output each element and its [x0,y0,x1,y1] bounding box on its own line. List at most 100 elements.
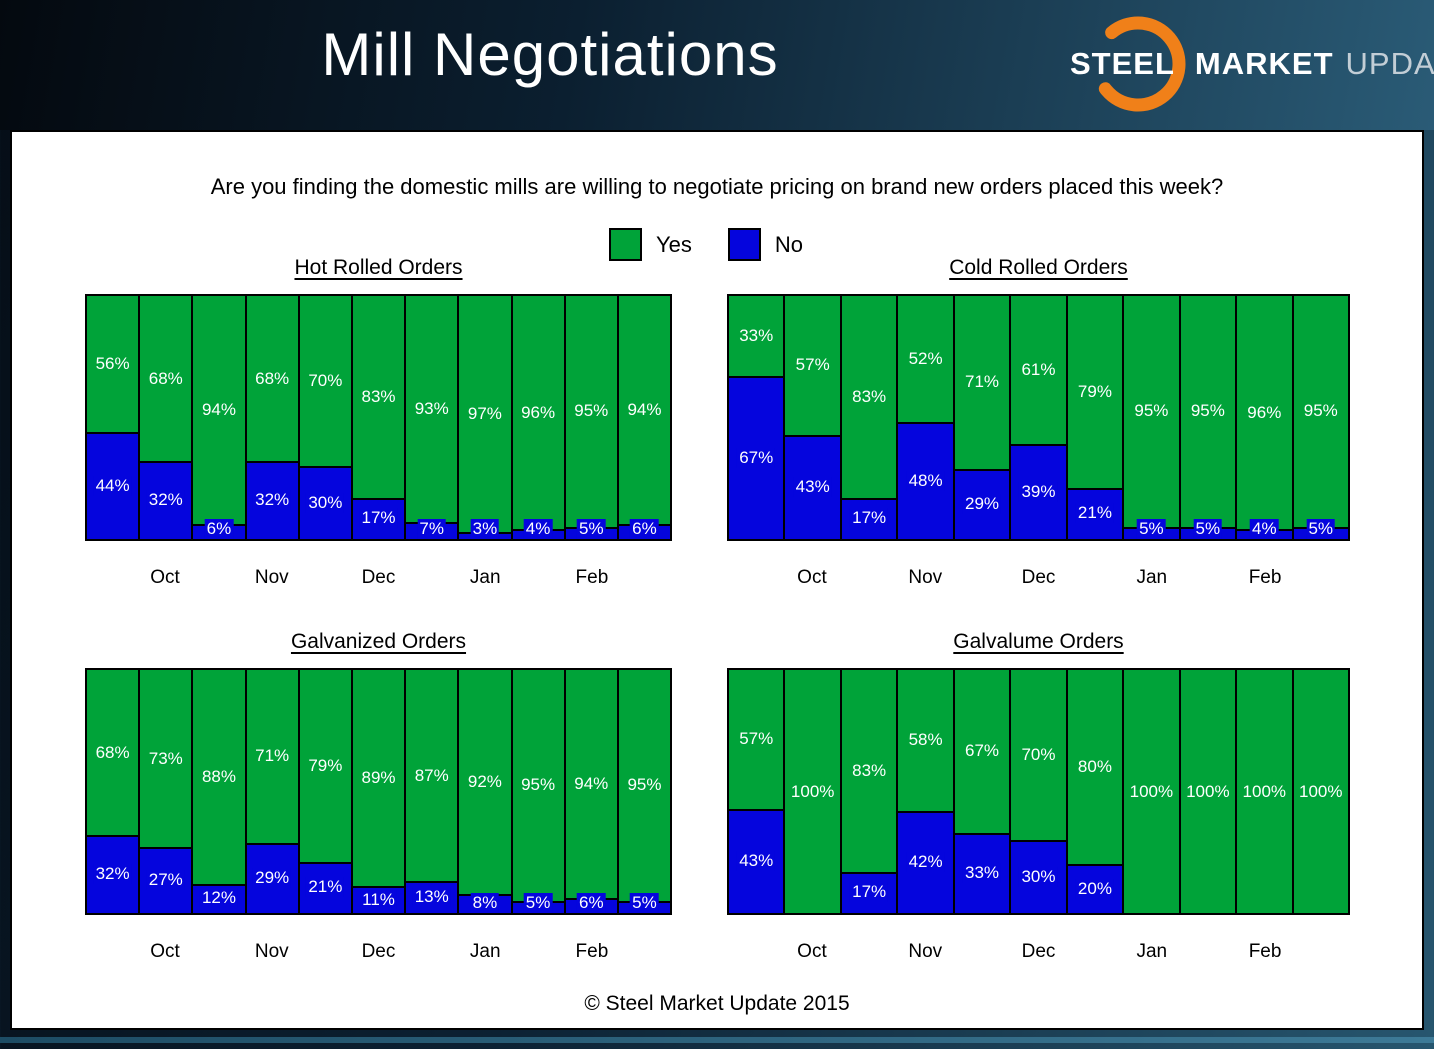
months-row: Oct Nov Dec Jan Feb [727,941,1350,965]
no-value-label: 7% [417,519,447,540]
yes-value-label: 68% [148,368,183,388]
yes-value-label: 95% [574,401,609,421]
stacked-bar: 68% 32% [87,670,139,913]
no-value-label: 67% [737,447,776,468]
yes-segment [299,670,351,862]
yes-segment [299,296,351,467]
legend-no-label: No [774,231,803,257]
yes-value-label: 71% [965,372,1000,392]
yes-segment [1293,296,1348,527]
chart-galvalume: Galvalume Orders 57% 43% 100% 83% 17% 58% 42% 6… [727,630,1350,965]
no-value-label: 21% [1075,503,1114,524]
months-row: Oct Nov Dec Jan Feb [85,941,672,965]
stacked-bar: 92% 8% [457,670,511,914]
no-value-label: 5% [576,519,606,540]
month-label [512,567,565,591]
no-value-label: 5% [630,893,659,914]
month-label: Nov [254,941,289,962]
plot: 56% 44% 68% 32% 94% 6% 68% 32% 70% 30% 83% 17% 93% 7%… [85,294,672,541]
month-label [619,567,672,591]
plot: 68% 32% 73% 27% 88% 12% 71% 29% 79% 21% 89% 11% 87% 1… [85,668,672,915]
yes-value-label: 56% [95,354,130,374]
month-label [405,941,458,965]
no-value-label: 29% [253,867,292,888]
yes-segment [1124,670,1179,913]
month-label: Dec [1021,567,1056,588]
month-label: Oct [797,941,827,962]
month-label: Jan [469,941,501,962]
stacked-bar: 68% 32% [244,296,298,539]
no-value-label: 48% [906,470,945,491]
stacked-bar: 96% 4% [510,296,564,540]
chart-title: Cold Rolled Orders [949,256,1128,279]
yes-value-label: 79% [1077,381,1112,401]
yes-segment [1124,296,1179,527]
legend: Yes No [12,228,1422,261]
yes-segment [1067,670,1123,865]
yes-segment [193,670,245,884]
month-label [840,567,897,591]
survey-question: Are you finding the domestic mills are w… [210,174,1224,199]
yes-segment [87,296,139,433]
stacked-bar: 57% 43% [783,296,840,539]
stacked-bar: 88% 12% [191,670,245,913]
yes-value-label: 94% [627,400,662,420]
plot: 33% 67% 57% 43% 83% 17% 52% 48% 71% 29% 61% 39% 79% 2… [727,294,1350,541]
no-value-label: 44% [93,475,132,496]
yes-value-label: 100% [1129,781,1174,801]
yes-value-label: 96% [521,402,556,422]
stacked-bar: 58% 42% [896,670,953,913]
legend-yes-swatch [608,228,642,261]
logo-swoosh-icon [1090,16,1186,112]
yes-value-label: 68% [255,368,290,388]
month-label: Oct [797,567,827,588]
stacked-bar: 33% 67% [729,296,784,539]
yes-value-label: 79% [308,755,343,775]
yes-segment [193,296,245,525]
no-value-label: 6% [204,519,234,540]
month-label [192,567,245,591]
chart-hot-rolled: Hot Rolled Orders 56% 44% 68% 32% 94% 6% 68% 32… [85,256,672,591]
page-title: Mill Negotiations [321,21,779,88]
yes-segment [459,296,511,532]
stacked-bar: 83% 17% [839,296,897,539]
no-value-label: 5% [1306,519,1336,540]
yes-segment [1011,296,1066,445]
month-label [840,941,897,965]
no-value-label: 6% [630,519,659,540]
month-label: Feb [575,567,609,588]
no-value-label: 33% [963,862,1002,883]
no-value-label: 39% [1019,481,1058,502]
month-label: Oct [150,941,180,962]
no-value-label: 43% [737,850,776,871]
yes-value-label: 96% [1247,402,1282,422]
yes-value-label: 95% [1134,401,1169,421]
yes-segment [841,296,897,498]
no-value-label: 29% [963,493,1002,514]
stacked-bar: 100% [1235,670,1292,913]
yes-value-label: 95% [627,775,662,795]
stacked-bar: 61% 39% [1009,296,1066,539]
yes-segment [140,296,192,462]
month-label: Dec [361,567,396,588]
chart-title: Galvalume Orders [953,630,1124,653]
logo-word-steel: STEEL [1070,46,1175,81]
months-row: Oct Nov Dec Jan Feb [85,567,672,591]
stacked-bar: 87% 13% [404,670,458,913]
yes-segment [352,296,405,498]
yes-segment [1237,670,1292,913]
bottom-accent-strip [0,1037,1434,1043]
month-label [727,941,784,965]
yes-value-label: 57% [739,729,774,749]
no-value-label: 21% [306,877,345,898]
yes-value-label: 68% [95,742,130,762]
yes-segment [565,296,617,527]
no-value-label: 32% [93,864,132,885]
no-value-label: 4% [523,519,553,540]
no-value-label: 4% [1250,519,1279,540]
month-label [298,941,351,965]
steel-market-update-logo: STEEL MARKET UPDATE [1070,14,1434,114]
no-value-label: 42% [906,851,945,872]
yes-value-label: 67% [965,741,1000,761]
yes-segment [512,296,564,530]
